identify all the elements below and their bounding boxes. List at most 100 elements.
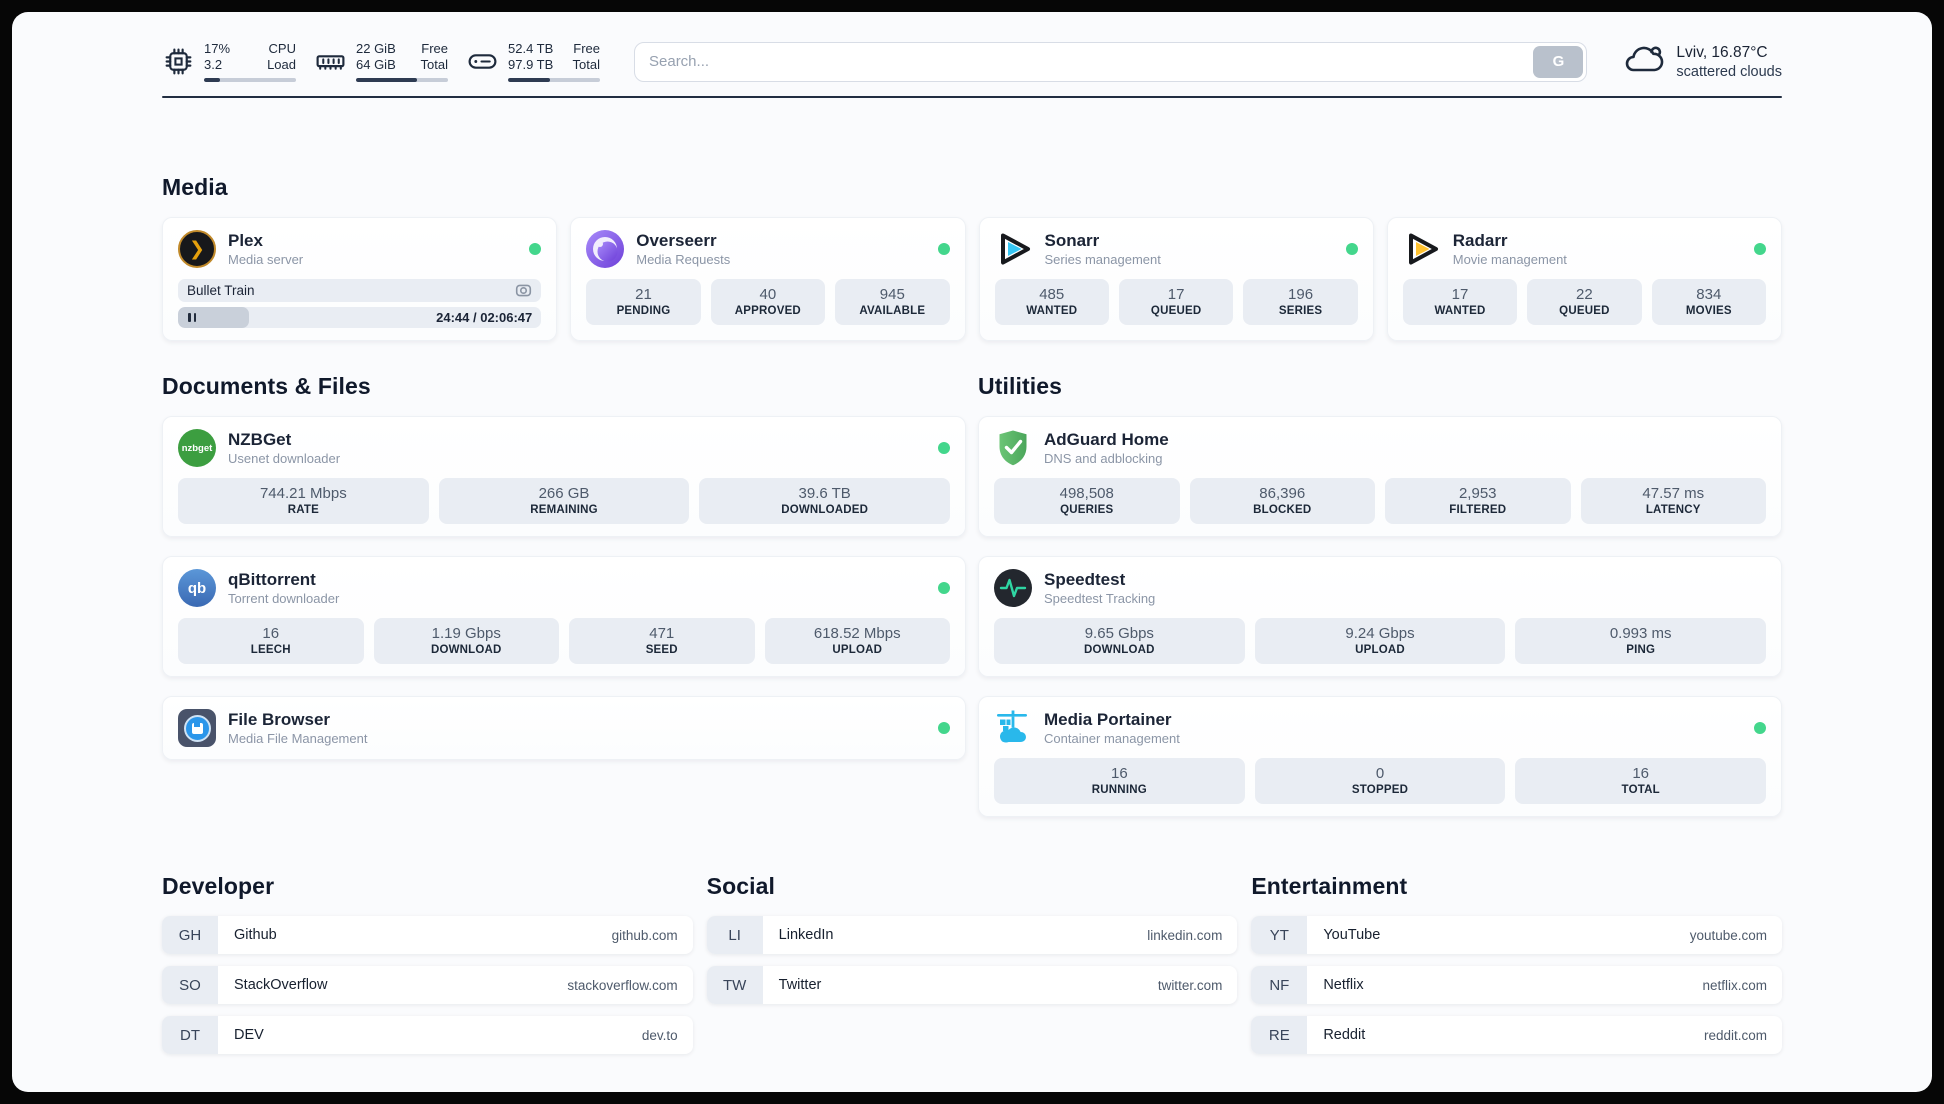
stat-total: 16 TOTAL	[1515, 758, 1767, 804]
stat-rate: 744.21 Mbps RATE	[178, 478, 429, 524]
service-card-adguard[interactable]: AdGuard Home DNS and adblocking 498,508 …	[978, 416, 1782, 537]
playback-progress-bar: 24:44 / 02:06:47	[178, 307, 542, 328]
stat-seed: 471 SEED	[569, 618, 755, 664]
resource-widgets: 17% 3.2 CPU Load	[162, 41, 600, 82]
stat-downloaded: 39.6 TB DOWNLOADED	[699, 478, 951, 524]
stat-download: 1.19 Gbps DOWNLOAD	[373, 618, 559, 664]
service-card-speedtest[interactable]: Speedtest Speedtest Tracking 9.65 Gbps D…	[978, 556, 1782, 677]
bookmark-group-developer: Developer GH Github github.com SO StackO…	[162, 873, 693, 1054]
service-card-plex[interactable]: ❯ Plex Media server Bullet Train	[162, 217, 558, 341]
service-name: qBittorrent	[228, 570, 316, 589]
service-description: DNS and adblocking	[1044, 451, 1163, 466]
memory-free: 22 GiB	[356, 41, 396, 56]
service-card-overseerr[interactable]: Overseerr Media Requests 21 PENDING 40 A…	[570, 217, 966, 341]
status-online-dot	[529, 243, 542, 255]
service-card-radarr[interactable]: Radarr Movie management 17 WANTED 22 QUE…	[1386, 217, 1782, 341]
overseerr-icon	[586, 230, 625, 268]
service-card-portainer[interactable]: Media Portainer Container management 16 …	[978, 696, 1782, 817]
bookmark-abbr: GH	[162, 916, 218, 954]
service-name: Sonarr	[1044, 231, 1100, 250]
stat-pending: 21 PENDING	[586, 279, 701, 325]
section-title-media: Media	[162, 174, 228, 200]
disk-progress-bar	[508, 78, 600, 82]
nzbget-icon: nzbget	[178, 429, 216, 467]
service-description: Speedtest Tracking	[1044, 591, 1156, 606]
bookmark-netflix[interactable]: NF Netflix netflix.com	[1251, 966, 1782, 1004]
stat-blocked: 86,396 BLOCKED	[1189, 478, 1375, 524]
bookmark-github[interactable]: GH Github github.com	[162, 916, 693, 954]
bookmark-domain: reddit.com	[1703, 1027, 1767, 1043]
bookmark-group-social: Social LI LinkedIn linkedin.com TW Twitt…	[706, 873, 1238, 1004]
search-input[interactable]	[634, 41, 1588, 82]
stat-queued: 17 QUEUED	[1118, 279, 1234, 325]
bookmark-domain: github.com	[611, 927, 678, 943]
section-title-entertainment: Entertainment	[1251, 873, 1408, 899]
stat-ping: 0.993 ms PING	[1515, 618, 1767, 664]
memory-values: 22 GiB 64 GiB	[356, 41, 396, 73]
service-card-qbittorrent[interactable]: qb qBittorrent Torrent downloader 16 LEE…	[162, 556, 966, 677]
now-playing-title: Bullet Train	[187, 283, 255, 298]
bookmark-domain: youtube.com	[1689, 927, 1767, 943]
bookmark-name: YouTube	[1323, 927, 1381, 943]
stat-upload: 618.52 Mbps UPLOAD	[764, 618, 950, 664]
bookmark-name: DEV	[234, 1027, 264, 1043]
utilities-column: Utilities	[978, 373, 1782, 817]
section-title-documents: Documents & Files	[162, 373, 371, 399]
documents-column: Documents & Files nzbget NZBGet Usenet d…	[162, 373, 966, 760]
cpu-load-value: 3.2	[204, 57, 223, 72]
disk-labels: Free Total	[572, 41, 600, 72]
bookmark-domain: stackoverflow.com	[567, 977, 678, 993]
now-playing-row: Bullet Train	[178, 279, 542, 302]
bookmark-abbr: SO	[162, 966, 218, 1004]
bookmark-abbr: RE	[1251, 1016, 1308, 1054]
bookmark-stackoverflow[interactable]: SO StackOverflow stackoverflow.com	[162, 966, 693, 1004]
disk-total: 97.9 TB	[508, 57, 554, 72]
bookmark-name: LinkedIn	[778, 927, 834, 943]
plex-icon: ❯	[178, 230, 216, 268]
bookmark-abbr: YT	[1251, 916, 1308, 954]
bookmark-twitter[interactable]: TW Twitter twitter.com	[706, 966, 1238, 1004]
cpu-usage: 17%	[204, 41, 231, 56]
service-description: Torrent downloader	[228, 591, 340, 606]
cpu-widget: 17% 3.2 CPU Load	[162, 41, 296, 82]
video-icon	[515, 282, 532, 299]
search-bar: G	[634, 41, 1588, 82]
stat-wanted: 17 WANTED	[1402, 279, 1518, 325]
service-card-sonarr[interactable]: Sonarr Series management 485 WANTED 17 Q…	[978, 217, 1374, 341]
search-engine-button[interactable]: G	[1533, 45, 1584, 78]
disk-values: 52.4 TB 97.9 TB	[508, 41, 553, 73]
section-title-social: Social	[706, 873, 776, 899]
stat-queries: 498,508 QUERIES	[994, 478, 1180, 524]
stat-movies: 834 MOVIES	[1651, 279, 1767, 325]
status-online-dot	[1345, 243, 1358, 255]
bookmark-domain: dev.to	[641, 1027, 678, 1043]
bookmark-linkedin[interactable]: LI LinkedIn linkedin.com	[706, 916, 1238, 954]
stat-leech: 16 LEECH	[178, 618, 364, 664]
bookmark-group-entertainment: Entertainment YT YouTube youtube.com NF …	[1251, 873, 1782, 1054]
stat-running: 16 RUNNING	[994, 758, 1245, 804]
weather-widget: Lviv, 16.87°C scattered clouds	[1621, 40, 1782, 83]
bookmark-youtube[interactable]: YT YouTube youtube.com	[1251, 916, 1782, 954]
cpu-progress-bar	[204, 78, 296, 82]
status-online-dot	[1754, 722, 1766, 734]
bookmark-dev[interactable]: DT DEV dev.to	[162, 1016, 693, 1054]
pause-icon	[188, 313, 196, 322]
bookmark-abbr: LI	[706, 916, 763, 954]
service-description: Usenet downloader	[228, 451, 341, 466]
bookmark-reddit[interactable]: RE Reddit reddit.com	[1251, 1016, 1782, 1054]
service-name: File Browser	[228, 710, 331, 729]
bookmark-domain: netflix.com	[1702, 977, 1767, 993]
bookmark-abbr: DT	[162, 1016, 218, 1054]
weather-condition: scattered clouds	[1676, 63, 1782, 80]
status-online-dot	[1754, 243, 1766, 255]
stat-series: 196 SERIES	[1243, 279, 1358, 325]
radarr-icon	[1403, 230, 1441, 268]
bookmark-name: Github	[234, 927, 277, 943]
cpu-values: 17% 3.2	[204, 41, 230, 73]
service-card-nzbget[interactable]: nzbget NZBGet Usenet downloader 744.21 M…	[162, 416, 966, 537]
speedtest-icon	[994, 569, 1032, 607]
adguard-icon	[994, 429, 1032, 467]
stat-latency: 47.57 ms LATENCY	[1580, 478, 1766, 524]
service-card-filebrowser[interactable]: File Browser Media File Management	[162, 696, 966, 760]
disk-icon	[466, 45, 499, 78]
